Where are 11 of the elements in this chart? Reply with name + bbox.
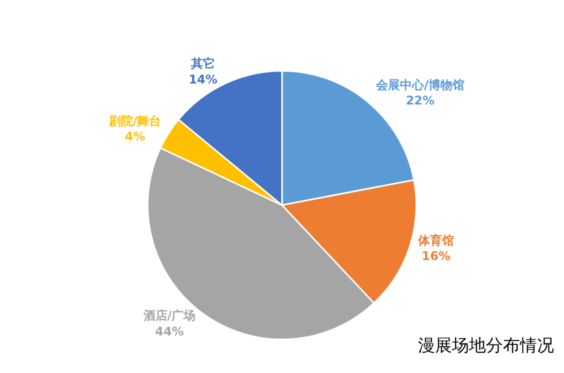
data-label: 4% — [124, 130, 146, 144]
slice-label: 体育馆 — [417, 233, 454, 248]
slice-label: 剧院/舞台 — [108, 114, 162, 128]
slice-label: 酒店/广场 — [142, 308, 196, 323]
slice-label: 会展中心/博物馆 — [374, 78, 464, 92]
data-label: 14% — [188, 72, 218, 86]
text: 漫展场地分布情况 — [418, 336, 554, 356]
data-label: 22% — [406, 94, 435, 108]
slice-label: 其它 — [190, 56, 216, 71]
data-label: 16% — [422, 248, 450, 263]
data-label: 44% — [155, 324, 184, 338]
